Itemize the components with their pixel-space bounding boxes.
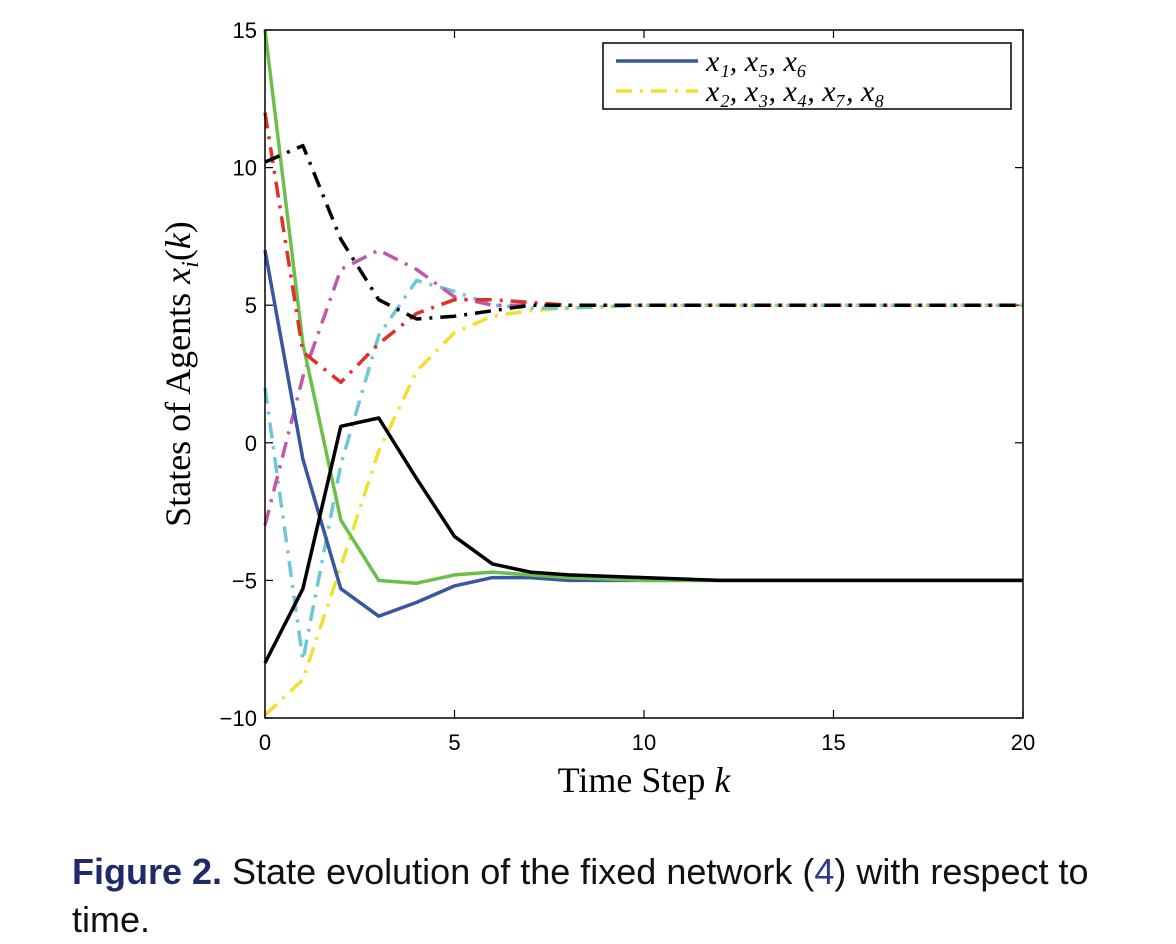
x-tick-label: 10 — [632, 730, 656, 755]
series-line-2 — [263, 416, 1023, 664]
series-line-7 — [264, 143, 1023, 321]
caption-text-before: State evolution of the fixed network ( — [232, 851, 815, 892]
legend-entry-1: x₂, x₃, x₄, x₇, x₈ — [705, 75, 885, 108]
plot-frame — [264, 29, 1024, 719]
legend-box — [602, 42, 1012, 110]
caption-text-after: ) with respect to time. — [72, 851, 1089, 940]
legend: x₁, x₅, x₆ x₂, x₃, x₄, x₇, x₈ — [602, 42, 1012, 110]
y-tick-label: −10 — [220, 706, 257, 731]
caption-ref-link[interactable]: 4 — [814, 851, 835, 892]
series-line-6 — [263, 112, 1023, 385]
y-tick-label: 5 — [245, 293, 257, 318]
y-tick-label: 15 — [233, 18, 257, 43]
x-tick-label: 0 — [259, 730, 271, 755]
series-line-5 — [263, 248, 1023, 526]
y-tick-label: 0 — [245, 431, 257, 456]
y-axis-label: States of Agents xi(k) — [158, 221, 204, 527]
series-line-3 — [263, 303, 1023, 717]
x-tick-label: 15 — [821, 730, 845, 755]
chart: 0 5 10 15 20 −10 −5 0 5 10 15 Time Step k States o… — [158, 18, 1036, 800]
x-tick-label: 20 — [1011, 730, 1035, 755]
figure-caption: Figure 2. State evolution of the fixed n… — [72, 848, 1152, 944]
y-tick-label: 10 — [233, 156, 257, 181]
series-lines — [263, 29, 1023, 717]
y-tick-label: −5 — [232, 568, 257, 593]
caption-label: Figure 2. — [72, 851, 223, 892]
x-tick-label: 5 — [448, 730, 460, 755]
series-line-4 — [263, 278, 1023, 662]
x-axis-label-var: k — [714, 760, 731, 800]
tick-labels: 0 5 10 15 20 −10 −5 0 5 10 15 — [220, 18, 1036, 755]
legend-entry-0: x₁, x₅, x₆ — [705, 45, 807, 78]
x-axis-label: Time Step k — [558, 760, 732, 800]
